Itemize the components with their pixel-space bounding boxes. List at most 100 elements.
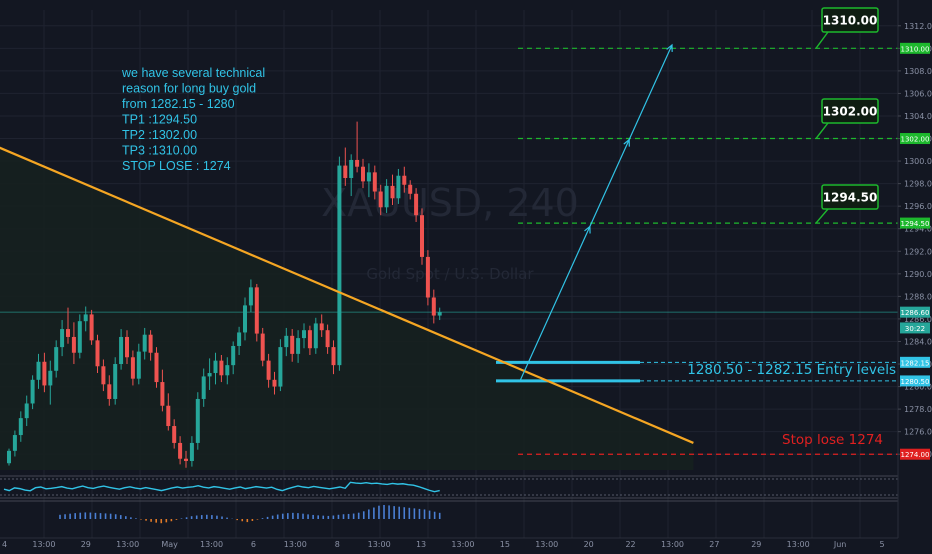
candle-body[interactable] bbox=[355, 159, 360, 167]
candle-body[interactable] bbox=[396, 175, 401, 199]
candle-body[interactable] bbox=[384, 185, 389, 208]
candle-body[interactable] bbox=[343, 165, 348, 178]
candle-body[interactable] bbox=[36, 361, 41, 380]
price-badge[interactable] bbox=[900, 306, 930, 318]
target-callout[interactable] bbox=[821, 184, 879, 210]
price-badge[interactable] bbox=[900, 133, 930, 145]
rsi-panel[interactable] bbox=[0, 475, 898, 499]
candle-body[interactable] bbox=[83, 314, 88, 322]
trendline[interactable] bbox=[0, 144, 694, 444]
candle-body[interactable] bbox=[254, 287, 259, 334]
candle-body[interactable] bbox=[213, 360, 218, 374]
price-tick-label: 1284.00 bbox=[904, 337, 932, 346]
candle-body[interactable] bbox=[437, 312, 442, 316]
candle-body[interactable] bbox=[89, 314, 94, 341]
candle-body[interactable] bbox=[408, 184, 413, 194]
candle-body[interactable] bbox=[372, 172, 377, 192]
candle-body[interactable] bbox=[195, 398, 200, 443]
candle-body[interactable] bbox=[349, 159, 354, 178]
price-axis[interactable]: 1312.00 1310.00 1308.00 1306.00 1304.00 1302.… bbox=[897, 0, 932, 550]
candle-body[interactable] bbox=[313, 323, 318, 349]
candle-body[interactable] bbox=[148, 334, 153, 353]
candle-body[interactable] bbox=[319, 323, 324, 331]
candle-body[interactable] bbox=[136, 351, 141, 379]
candle-body[interactable] bbox=[119, 336, 124, 365]
time-tick-label: 13:00 bbox=[32, 540, 55, 549]
candle-body[interactable] bbox=[125, 336, 129, 358]
candle-body[interactable] bbox=[160, 382, 165, 406]
candle-body[interactable] bbox=[231, 345, 236, 366]
price-badge[interactable] bbox=[900, 322, 930, 334]
candle-body[interactable] bbox=[12, 435, 17, 451]
candle-body[interactable] bbox=[66, 329, 70, 337]
candle-body[interactable] bbox=[178, 442, 183, 459]
price-badge-label: 1282.15 bbox=[901, 359, 930, 367]
candle-body[interactable] bbox=[337, 165, 342, 366]
candle-body[interactable] bbox=[71, 336, 76, 353]
candle-body[interactable] bbox=[207, 373, 212, 377]
price-badge[interactable] bbox=[900, 448, 930, 460]
candle-body[interactable] bbox=[243, 305, 247, 333]
candles[interactable] bbox=[7, 121, 442, 468]
time-axis[interactable]: 4 13:00 29 13:00 May 13:00 6 13:00 8 13:00 13 13:00… bbox=[0, 537, 932, 550]
candle-body[interactable] bbox=[284, 335, 289, 348]
candle-body[interactable] bbox=[290, 335, 295, 354]
candle-body[interactable] bbox=[219, 360, 224, 376]
candle-body[interactable] bbox=[130, 357, 135, 379]
candle-body[interactable] bbox=[42, 361, 47, 386]
target-callout[interactable] bbox=[821, 7, 879, 33]
candle-body[interactable] bbox=[237, 332, 242, 346]
candle-body[interactable] bbox=[325, 330, 330, 348]
candle-body[interactable] bbox=[425, 256, 430, 298]
candle-body[interactable] bbox=[201, 376, 206, 399]
candle-body[interactable] bbox=[60, 329, 65, 348]
candle-body[interactable] bbox=[189, 442, 194, 461]
candle-body[interactable] bbox=[390, 185, 395, 199]
candle-body[interactable] bbox=[248, 287, 253, 306]
candle-body[interactable] bbox=[48, 370, 53, 386]
candle-body[interactable] bbox=[431, 297, 436, 316]
candle-body[interactable] bbox=[30, 379, 35, 404]
candle-body[interactable] bbox=[24, 403, 29, 419]
target-callout[interactable] bbox=[821, 98, 879, 124]
arrow-head bbox=[623, 138, 630, 147]
candle-body[interactable] bbox=[331, 347, 336, 366]
candle-body[interactable] bbox=[101, 366, 106, 385]
price-tick-label: 1298.00 bbox=[904, 180, 932, 189]
price-badge[interactable] bbox=[900, 356, 930, 368]
price-badge[interactable] bbox=[900, 42, 930, 54]
candle-body[interactable] bbox=[278, 347, 283, 387]
time-tick-label: 29 bbox=[81, 540, 91, 549]
candle-body[interactable] bbox=[166, 405, 171, 427]
candle-body[interactable] bbox=[272, 379, 277, 387]
candle-body[interactable] bbox=[260, 333, 265, 361]
price-badge[interactable] bbox=[900, 375, 930, 387]
candle-body[interactable] bbox=[402, 175, 407, 185]
candle-body[interactable] bbox=[302, 330, 306, 339]
candle-body[interactable] bbox=[266, 360, 271, 380]
candle-body[interactable] bbox=[142, 334, 147, 352]
candle-body[interactable] bbox=[154, 352, 159, 383]
candle-body[interactable] bbox=[95, 340, 100, 367]
candle-body[interactable] bbox=[414, 193, 419, 216]
candle-body[interactable] bbox=[113, 364, 118, 399]
candle-body[interactable] bbox=[77, 321, 82, 353]
candle-body[interactable] bbox=[18, 418, 23, 436]
price-badge-label: 30:22 bbox=[905, 325, 925, 333]
candle-body[interactable] bbox=[184, 458, 188, 461]
time-tick-label: 13:00 bbox=[787, 540, 810, 549]
candle-body[interactable] bbox=[7, 450, 11, 464]
candle-body[interactable] bbox=[361, 166, 365, 182]
candle-body[interactable] bbox=[54, 347, 59, 371]
candle-body[interactable] bbox=[107, 384, 112, 399]
candle-body[interactable] bbox=[225, 365, 230, 376]
price-badge[interactable] bbox=[900, 217, 930, 229]
candle-body[interactable] bbox=[366, 172, 371, 182]
candle-body[interactable] bbox=[420, 215, 424, 257]
candle-body[interactable] bbox=[378, 191, 383, 208]
candle-body[interactable] bbox=[296, 338, 301, 354]
candle-body[interactable] bbox=[172, 426, 177, 443]
candle-body[interactable] bbox=[307, 330, 312, 349]
